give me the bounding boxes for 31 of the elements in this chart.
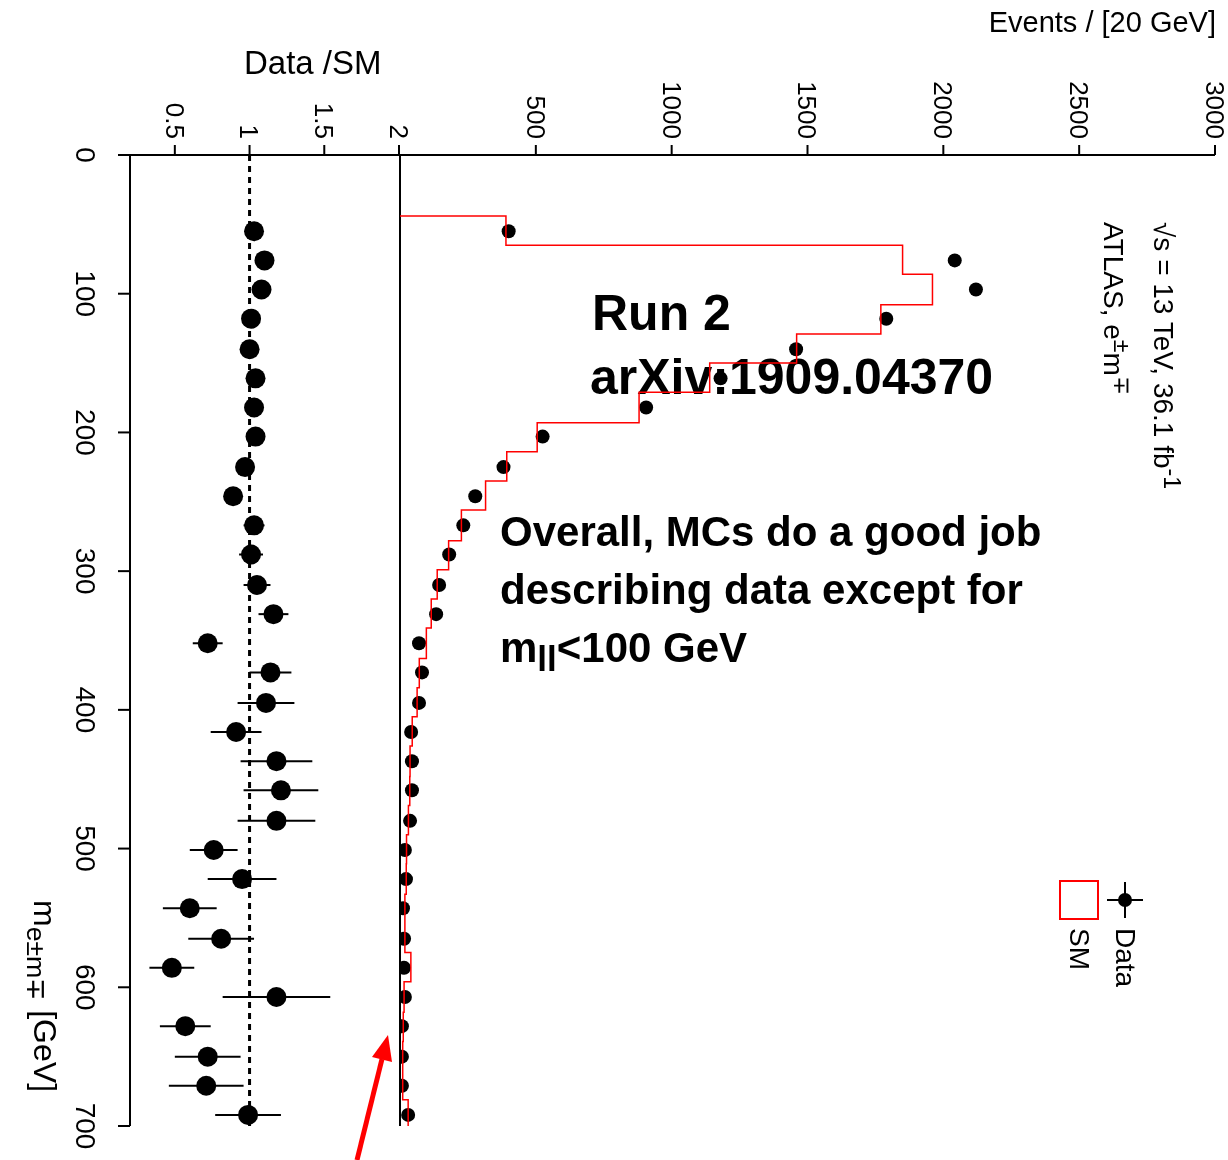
point — [968, 282, 983, 297]
y-tick-label: 0 — [70, 147, 101, 163]
x-tick-label: 1000 — [656, 81, 687, 139]
point — [947, 253, 962, 268]
x-tick-label: 500 — [520, 95, 551, 139]
x-tick-label: 3000 — [1199, 81, 1228, 139]
point — [412, 636, 427, 651]
x-tick-label: 0.5 — [159, 102, 190, 139]
x-tick-label: 1 — [234, 124, 265, 139]
x-tick-label: 2 — [383, 124, 414, 139]
y-tick-label: 500 — [70, 825, 101, 872]
x-tick-label: 2500 — [1064, 81, 1095, 139]
point — [400, 960, 412, 975]
x-tick-label: 1.5 — [309, 102, 340, 139]
x-tick-label: 1500 — [792, 81, 823, 139]
annotation: Run 2 — [592, 285, 731, 341]
annotation: Overall, MCs do a good job describing data except for m$_{ll}$<100 GeV — [500, 507, 1043, 681]
y-tick-label: 600 — [70, 963, 101, 1011]
y-tick-label: 100 — [70, 270, 101, 318]
legend-label: Data — [1109, 928, 1142, 988]
x-axis-title: Events / [20 GeV] — [988, 6, 1216, 39]
y-tick-label: 700 — [70, 1102, 101, 1150]
y-tick-label: 200 — [70, 409, 101, 456]
x-tick-label: 2000 — [928, 81, 959, 139]
point — [415, 665, 430, 680]
point — [468, 489, 483, 504]
y-tick-label: 400 — [70, 686, 101, 734]
y-tick-label: 300 — [70, 547, 101, 595]
legend-label: SM — [1063, 928, 1096, 970]
point — [403, 813, 418, 828]
x-axis-title: Data /SM — [244, 44, 382, 82]
